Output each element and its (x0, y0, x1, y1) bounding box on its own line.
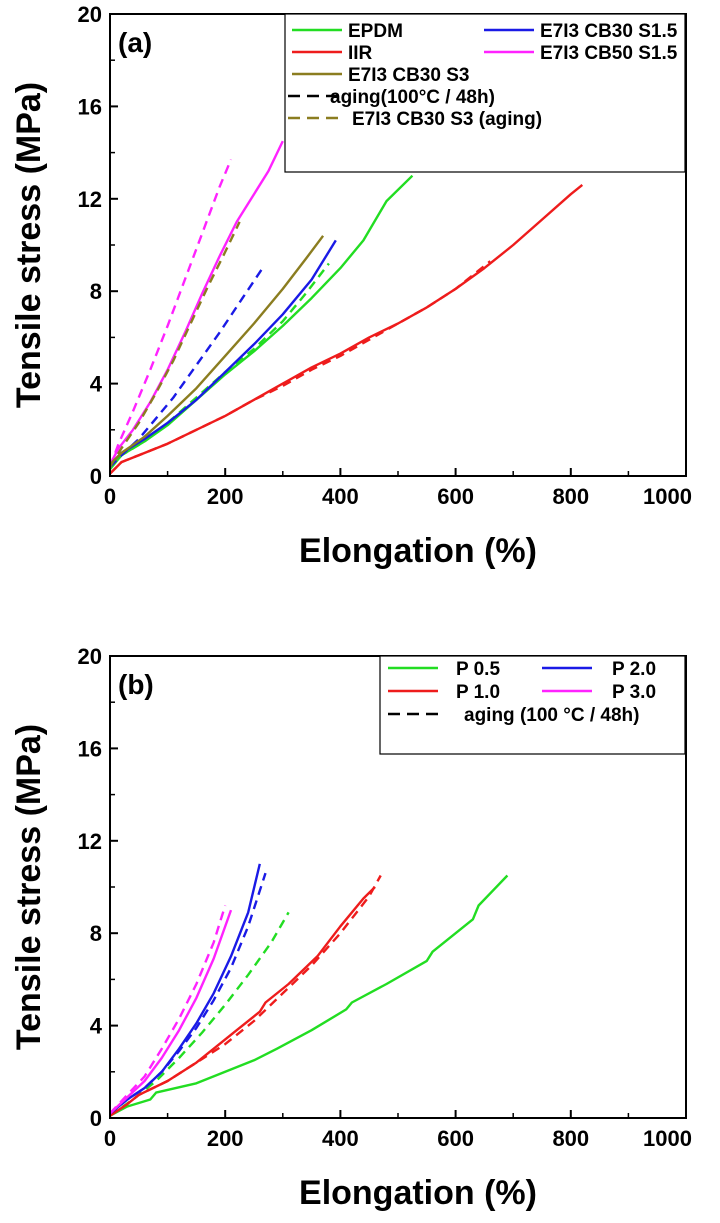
series-line-3 (110, 874, 382, 1117)
x-tick-label: 400 (322, 484, 359, 509)
legend-label: E7I3 CB30 S3 (aging) (352, 109, 542, 130)
legend-label: E7I3 CB50 S1.5 (540, 43, 678, 64)
legend-label: aging (100 °C / 48h) (464, 705, 639, 726)
y-tick-label: 12 (78, 829, 102, 854)
legend-label: E7I3 CB30 S3 (348, 65, 469, 86)
y-tick-label: 4 (90, 372, 103, 397)
legend-box (284, 13, 686, 173)
series-line-5 (110, 872, 267, 1115)
y-axis-title: Tensile stress (MPa) (10, 724, 48, 1050)
x-tick-label: 800 (552, 484, 589, 509)
legend-box (379, 655, 686, 755)
series-group (110, 140, 584, 475)
y-tick-label: 20 (78, 644, 102, 669)
x-tick-label: 400 (322, 1126, 359, 1151)
panel-label: (a) (118, 27, 152, 58)
legend-label: IIR (348, 43, 373, 64)
x-tick-label: 600 (437, 1126, 474, 1151)
legend: EPDM E7I3 CB30 S1.5 IIR E7I3 CB50 S1.5 E7I3 … (284, 13, 686, 173)
legend-label: P 2.0 (612, 659, 656, 680)
series-line-3 (110, 260, 491, 475)
y-tick-label: 16 (78, 94, 102, 119)
legend-label: E7I3 CB30 S1.5 (540, 21, 678, 42)
x-tick-label: 200 (207, 484, 244, 509)
series-line-1 (110, 262, 330, 470)
y-tick-label: 0 (90, 464, 102, 489)
x-tick-label: 200 (207, 1126, 244, 1151)
x-tick-label: 0 (104, 484, 116, 509)
y-tick-label: 8 (90, 921, 102, 946)
legend-label: P 0.5 (456, 659, 500, 680)
legend-label: aging(100°C / 48h) (330, 87, 495, 108)
series-line-2 (110, 183, 584, 475)
series-line-7 (110, 159, 233, 468)
legend-label: P 1.0 (456, 682, 500, 703)
series-group (110, 863, 509, 1117)
x-tick-label: 0 (104, 1126, 116, 1151)
legend-label: EPDM (348, 21, 403, 42)
series-line-0 (110, 174, 414, 470)
y-tick-label: 12 (78, 187, 102, 212)
series-line-4 (110, 239, 337, 466)
x-axis-title: Elongation (%) (299, 532, 537, 570)
series-line-0 (110, 874, 509, 1117)
series-line-5 (110, 267, 264, 468)
y-axis-title: Tensile stress (MPa) (10, 82, 48, 408)
panel-label: (b) (118, 669, 154, 700)
x-tick-label: 600 (437, 484, 474, 509)
x-axis-title: Elongation (%) (299, 1174, 537, 1212)
x-tick-label: 1000 (643, 484, 692, 509)
series-line-9 (110, 221, 241, 468)
y-tick-label: 20 (78, 2, 102, 27)
legend-label: P 3.0 (612, 682, 656, 703)
y-tick-label: 0 (90, 1106, 102, 1131)
x-tick-label: 1000 (643, 1126, 692, 1151)
x-tick-label: 800 (552, 1126, 589, 1151)
y-tick-label: 8 (90, 279, 102, 304)
series-line-2 (110, 886, 376, 1117)
series-line-6 (110, 140, 284, 465)
series-line-6 (110, 909, 233, 1115)
y-tick-label: 4 (90, 1014, 103, 1039)
y-tick-label: 16 (78, 736, 102, 761)
series-line-8 (110, 235, 325, 466)
